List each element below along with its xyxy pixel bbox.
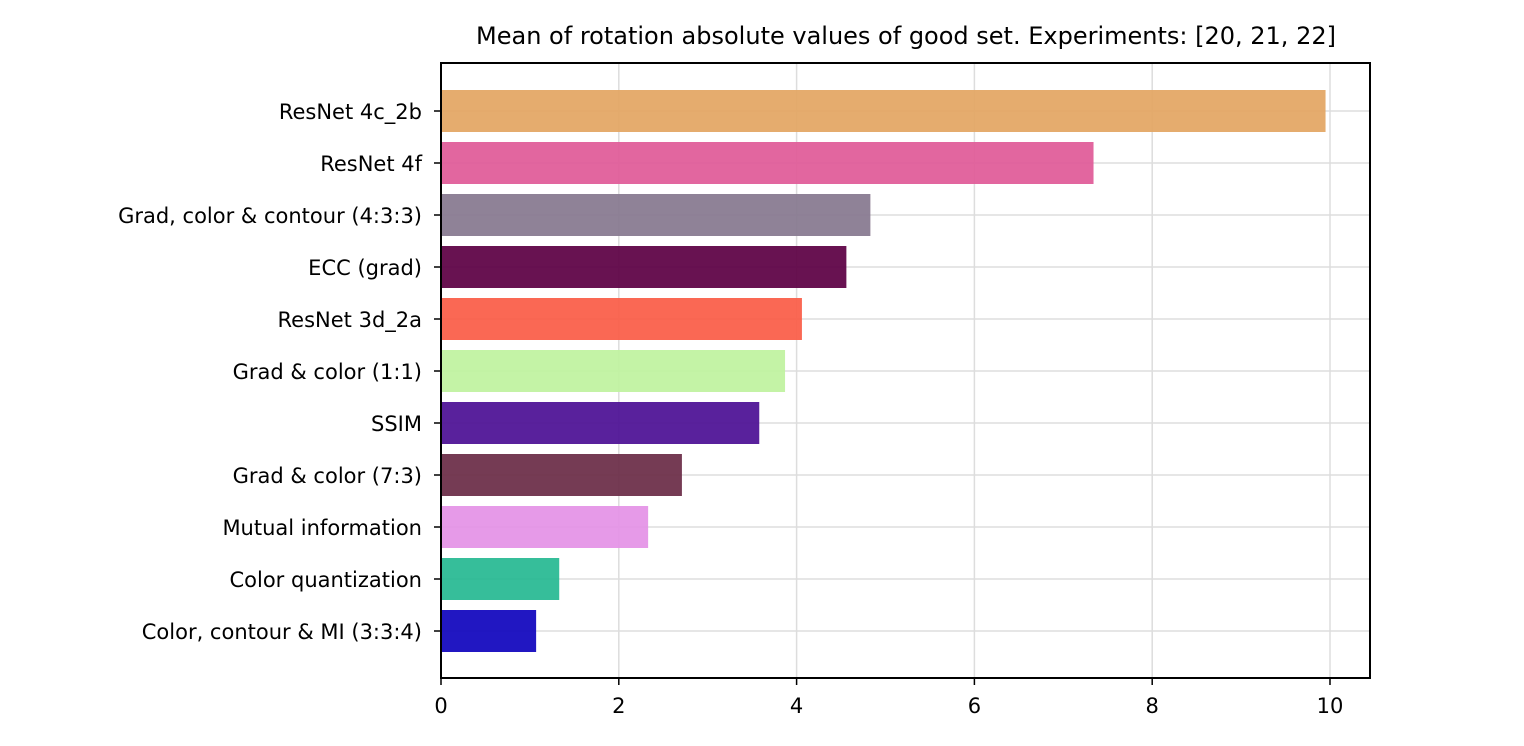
bar [441, 454, 682, 496]
y-tick-label: SSIM [371, 412, 422, 436]
x-tick-label: 4 [790, 694, 803, 718]
y-tick-label: Mutual information [222, 516, 422, 540]
y-tick-label: ResNet 3d_2a [278, 308, 422, 333]
y-tick-label: ECC (grad) [308, 256, 422, 280]
y-axis-tick-labels: ResNet 4c_2b ResNet 4f Grad, color & conto… [118, 100, 423, 644]
y-tick-label: Color, contour & MI (3:3:4) [142, 620, 422, 644]
y-tick-label: Color quantization [229, 568, 422, 592]
x-tick-label: 6 [968, 694, 981, 718]
y-tick-label: Grad & color (7:3) [233, 464, 422, 488]
y-tick-label: Grad & color (1:1) [233, 360, 422, 384]
chart-title: Mean of rotation absolute values of good… [476, 22, 1336, 50]
bar [441, 246, 847, 288]
x-axis-tick-labels: 0 2 4 6 8 10 [434, 694, 1343, 718]
bar [441, 194, 871, 236]
bar [441, 402, 760, 444]
axes [434, 62, 1371, 685]
y-tick-label: ResNet 4f [320, 152, 422, 176]
bar [441, 506, 649, 548]
bar [441, 90, 1326, 132]
x-tick-label: 8 [1146, 694, 1159, 718]
bars [441, 90, 1326, 652]
bar [441, 610, 537, 652]
bar [441, 558, 560, 600]
bar [441, 350, 786, 392]
x-tick-label: 0 [434, 694, 447, 718]
bar [441, 298, 802, 340]
y-tick-label: ResNet 4c_2b [279, 100, 422, 125]
y-tick-label: Grad, color & contour (4:3:3) [118, 204, 422, 228]
bar [441, 142, 1094, 184]
x-tick-label: 2 [612, 694, 625, 718]
x-tick-label: 10 [1317, 694, 1344, 718]
